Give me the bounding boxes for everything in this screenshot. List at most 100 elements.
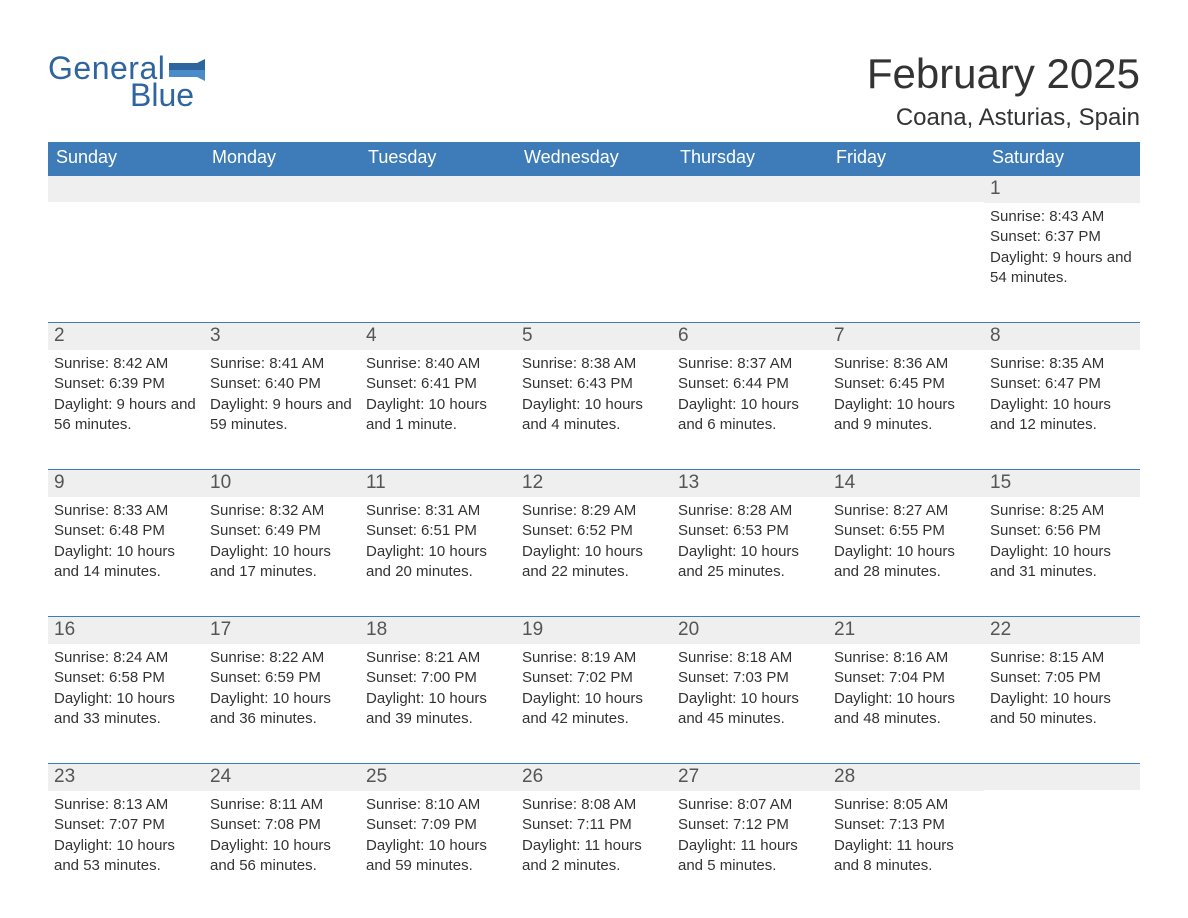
daylight-text: Daylight: 11 hours and 8 minutes.: [834, 836, 978, 877]
week-row: 16Sunrise: 8:24 AMSunset: 6:58 PMDayligh…: [48, 616, 1140, 731]
day-cell: 8Sunrise: 8:35 AMSunset: 6:47 PMDaylight…: [984, 323, 1140, 437]
sunrise-text: Sunrise: 8:37 AM: [678, 354, 822, 374]
day-cell: 23Sunrise: 8:13 AMSunset: 7:07 PMDayligh…: [48, 764, 204, 878]
sunset-text: Sunset: 7:12 PM: [678, 815, 822, 835]
daylight-text: Daylight: 10 hours and 12 minutes.: [990, 395, 1134, 436]
weekday-thursday: Thursday: [672, 142, 828, 175]
day-number: 20: [672, 617, 828, 644]
sunrise-text: Sunrise: 8:43 AM: [990, 207, 1134, 227]
daylight-text: Daylight: 10 hours and 6 minutes.: [678, 395, 822, 436]
day-number: 27: [672, 764, 828, 791]
weekday-saturday: Saturday: [984, 142, 1140, 175]
day-details: Sunrise: 8:33 AMSunset: 6:48 PMDaylight:…: [48, 497, 204, 584]
sunrise-text: Sunrise: 8:19 AM: [522, 648, 666, 668]
day-cell: [828, 176, 984, 290]
sunrise-text: Sunrise: 8:22 AM: [210, 648, 354, 668]
day-cell: 16Sunrise: 8:24 AMSunset: 6:58 PMDayligh…: [48, 617, 204, 731]
day-cell: [984, 764, 1140, 878]
sunset-text: Sunset: 6:37 PM: [990, 227, 1134, 247]
day-cell: 1Sunrise: 8:43 AMSunset: 6:37 PMDaylight…: [984, 176, 1140, 290]
day-details: Sunrise: 8:07 AMSunset: 7:12 PMDaylight:…: [672, 791, 828, 878]
sunrise-text: Sunrise: 8:35 AM: [990, 354, 1134, 374]
day-details: Sunrise: 8:27 AMSunset: 6:55 PMDaylight:…: [828, 497, 984, 584]
daylight-text: Daylight: 10 hours and 9 minutes.: [834, 395, 978, 436]
day-number: [360, 176, 516, 202]
day-details: Sunrise: 8:16 AMSunset: 7:04 PMDaylight:…: [828, 644, 984, 731]
day-number: 14: [828, 470, 984, 497]
sunset-text: Sunset: 6:52 PM: [522, 521, 666, 541]
sunrise-text: Sunrise: 8:18 AM: [678, 648, 822, 668]
sunrise-text: Sunrise: 8:13 AM: [54, 795, 198, 815]
day-cell: 22Sunrise: 8:15 AMSunset: 7:05 PMDayligh…: [984, 617, 1140, 731]
weekday-friday: Friday: [828, 142, 984, 175]
sunset-text: Sunset: 6:40 PM: [210, 374, 354, 394]
day-cell: [360, 176, 516, 290]
header: General Blue February 2025 Coana, Asturi…: [48, 50, 1140, 132]
daylight-text: Daylight: 10 hours and 50 minutes.: [990, 689, 1134, 730]
sunset-text: Sunset: 6:56 PM: [990, 521, 1134, 541]
sunset-text: Sunset: 7:13 PM: [834, 815, 978, 835]
day-number: 9: [48, 470, 204, 497]
daylight-text: Daylight: 9 hours and 59 minutes.: [210, 395, 354, 436]
day-number: 2: [48, 323, 204, 350]
logo-word-blue: Blue: [130, 77, 194, 114]
sunrise-text: Sunrise: 8:40 AM: [366, 354, 510, 374]
week-row: 1Sunrise: 8:43 AMSunset: 6:37 PMDaylight…: [48, 175, 1140, 290]
sunset-text: Sunset: 7:03 PM: [678, 668, 822, 688]
sunset-text: Sunset: 7:07 PM: [54, 815, 198, 835]
sunrise-text: Sunrise: 8:10 AM: [366, 795, 510, 815]
day-cell: 20Sunrise: 8:18 AMSunset: 7:03 PMDayligh…: [672, 617, 828, 731]
day-cell: 10Sunrise: 8:32 AMSunset: 6:49 PMDayligh…: [204, 470, 360, 584]
daylight-text: Daylight: 10 hours and 4 minutes.: [522, 395, 666, 436]
sunset-text: Sunset: 6:45 PM: [834, 374, 978, 394]
day-details: Sunrise: 8:40 AMSunset: 6:41 PMDaylight:…: [360, 350, 516, 437]
day-details: Sunrise: 8:11 AMSunset: 7:08 PMDaylight:…: [204, 791, 360, 878]
day-cell: 25Sunrise: 8:10 AMSunset: 7:09 PMDayligh…: [360, 764, 516, 878]
sunset-text: Sunset: 7:05 PM: [990, 668, 1134, 688]
day-details: Sunrise: 8:35 AMSunset: 6:47 PMDaylight:…: [984, 350, 1140, 437]
logo: General Blue: [48, 50, 205, 114]
weekday-tuesday: Tuesday: [360, 142, 516, 175]
day-number: 26: [516, 764, 672, 791]
sunrise-text: Sunrise: 8:16 AM: [834, 648, 978, 668]
day-cell: 28Sunrise: 8:05 AMSunset: 7:13 PMDayligh…: [828, 764, 984, 878]
day-cell: [204, 176, 360, 290]
day-cell: 18Sunrise: 8:21 AMSunset: 7:00 PMDayligh…: [360, 617, 516, 731]
day-cell: 6Sunrise: 8:37 AMSunset: 6:44 PMDaylight…: [672, 323, 828, 437]
day-cell: 11Sunrise: 8:31 AMSunset: 6:51 PMDayligh…: [360, 470, 516, 584]
day-cell: 15Sunrise: 8:25 AMSunset: 6:56 PMDayligh…: [984, 470, 1140, 584]
daylight-text: Daylight: 11 hours and 2 minutes.: [522, 836, 666, 877]
sunset-text: Sunset: 7:08 PM: [210, 815, 354, 835]
daylight-text: Daylight: 9 hours and 54 minutes.: [990, 248, 1134, 289]
day-cell: 9Sunrise: 8:33 AMSunset: 6:48 PMDaylight…: [48, 470, 204, 584]
day-number: 6: [672, 323, 828, 350]
sunrise-text: Sunrise: 8:42 AM: [54, 354, 198, 374]
day-details: Sunrise: 8:29 AMSunset: 6:52 PMDaylight:…: [516, 497, 672, 584]
daylight-text: Daylight: 10 hours and 1 minute.: [366, 395, 510, 436]
day-number: 22: [984, 617, 1140, 644]
day-details: Sunrise: 8:25 AMSunset: 6:56 PMDaylight:…: [984, 497, 1140, 584]
day-number: 28: [828, 764, 984, 791]
day-number: 17: [204, 617, 360, 644]
sunrise-text: Sunrise: 8:21 AM: [366, 648, 510, 668]
daylight-text: Daylight: 10 hours and 48 minutes.: [834, 689, 978, 730]
day-number: 19: [516, 617, 672, 644]
sunrise-text: Sunrise: 8:33 AM: [54, 501, 198, 521]
day-number: 18: [360, 617, 516, 644]
sunset-text: Sunset: 6:55 PM: [834, 521, 978, 541]
day-number: 25: [360, 764, 516, 791]
day-cell: 19Sunrise: 8:19 AMSunset: 7:02 PMDayligh…: [516, 617, 672, 731]
day-number: 16: [48, 617, 204, 644]
day-number: [828, 176, 984, 202]
weeks-container: 1Sunrise: 8:43 AMSunset: 6:37 PMDaylight…: [48, 175, 1140, 878]
daylight-text: Daylight: 10 hours and 20 minutes.: [366, 542, 510, 583]
day-number: 7: [828, 323, 984, 350]
day-details: Sunrise: 8:31 AMSunset: 6:51 PMDaylight:…: [360, 497, 516, 584]
sunrise-text: Sunrise: 8:28 AM: [678, 501, 822, 521]
sunrise-text: Sunrise: 8:29 AM: [522, 501, 666, 521]
sunrise-text: Sunrise: 8:25 AM: [990, 501, 1134, 521]
day-number: 12: [516, 470, 672, 497]
day-details: Sunrise: 8:08 AMSunset: 7:11 PMDaylight:…: [516, 791, 672, 878]
sunset-text: Sunset: 6:51 PM: [366, 521, 510, 541]
day-details: Sunrise: 8:36 AMSunset: 6:45 PMDaylight:…: [828, 350, 984, 437]
